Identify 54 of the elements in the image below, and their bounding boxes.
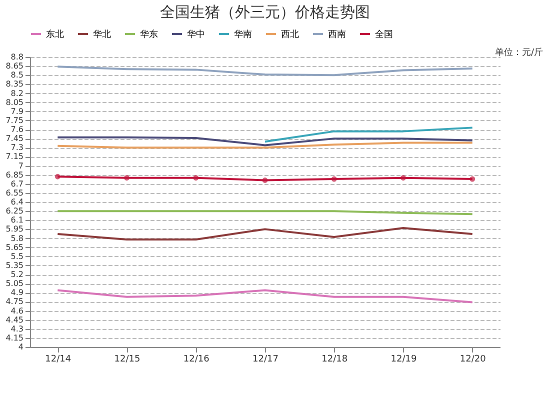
y-tick-label: 7.9 — [10, 106, 24, 116]
y-tick-label: 4.15 — [6, 333, 24, 342]
y-tick-label: 7 — [18, 161, 24, 170]
y-tick-label: 4 — [18, 342, 24, 352]
y-tick-label: 6.55 — [6, 188, 24, 198]
y-tick-label: 8.65 — [6, 62, 24, 71]
y-tick-label: 7.15 — [6, 152, 24, 162]
line-series — [56, 136, 474, 146]
y-tick-label: 7.45 — [6, 134, 24, 144]
y-tick-label: 6.85 — [6, 170, 24, 180]
x-tick-label: 12/20 — [460, 354, 486, 364]
y-tick-label: 4.6 — [10, 306, 24, 316]
y-tick-label: 5.5 — [10, 252, 24, 261]
y-tick-label: 8.5 — [10, 70, 24, 80]
legend-label: 东北 — [46, 29, 64, 40]
legend-label: 全国 — [375, 29, 393, 40]
y-tick-label: 7.6 — [10, 125, 24, 134]
line-series — [56, 66, 474, 76]
y-tick-label: 5.95 — [6, 224, 24, 234]
legend-label: 华中 — [187, 29, 205, 40]
y-tick-label: 5.35 — [6, 260, 24, 270]
x-tick-label: 12/15 — [114, 354, 140, 364]
y-tick-label: 4.75 — [6, 297, 24, 306]
y-tick-label: 6.7 — [10, 179, 24, 188]
x-tick-label: 12/17 — [252, 354, 278, 364]
y-tick-label: 5.05 — [6, 279, 24, 288]
legend-label: 西南 — [328, 29, 346, 40]
y-tick-label: 8.8 — [10, 52, 24, 62]
x-tick-label: 12/18 — [322, 354, 348, 364]
annotation: 单位：元/斤 — [494, 46, 543, 59]
y-tick-label: 6.25 — [6, 206, 24, 216]
x-tick-label: 12/14 — [45, 354, 72, 364]
y-tick-label: 4.9 — [10, 288, 24, 298]
y-tick-label: 8.05 — [6, 98, 24, 107]
y-tick-label: 7.75 — [6, 116, 24, 125]
y-tick-label: 5.2 — [10, 270, 24, 279]
y-tick-label: 5.65 — [6, 242, 24, 252]
y-tick-label: 8.2 — [10, 88, 24, 98]
y-tick-label: 4.3 — [10, 324, 24, 334]
x-tick-label: 12/16 — [183, 354, 210, 364]
chart-title: 全国生猪（外三元）价格走势图 — [160, 3, 370, 21]
legend-label: 西北 — [281, 29, 299, 40]
y-tick-label: 4.45 — [6, 315, 24, 324]
legend-label: 华南 — [234, 29, 252, 40]
legend-label: 华东 — [140, 29, 158, 40]
legend-label: 华北 — [93, 29, 111, 40]
y-tick-label: 5.8 — [10, 234, 24, 243]
y-tick-label: 7.3 — [10, 143, 24, 152]
x-tick-label: 12/19 — [390, 354, 417, 364]
y-tick-label: 6.4 — [10, 198, 24, 206]
line-series — [56, 226, 474, 240]
line-series — [56, 289, 474, 304]
y-tick-label: 8.35 — [6, 80, 24, 89]
y-tick-label: 6.1 — [10, 216, 24, 225]
